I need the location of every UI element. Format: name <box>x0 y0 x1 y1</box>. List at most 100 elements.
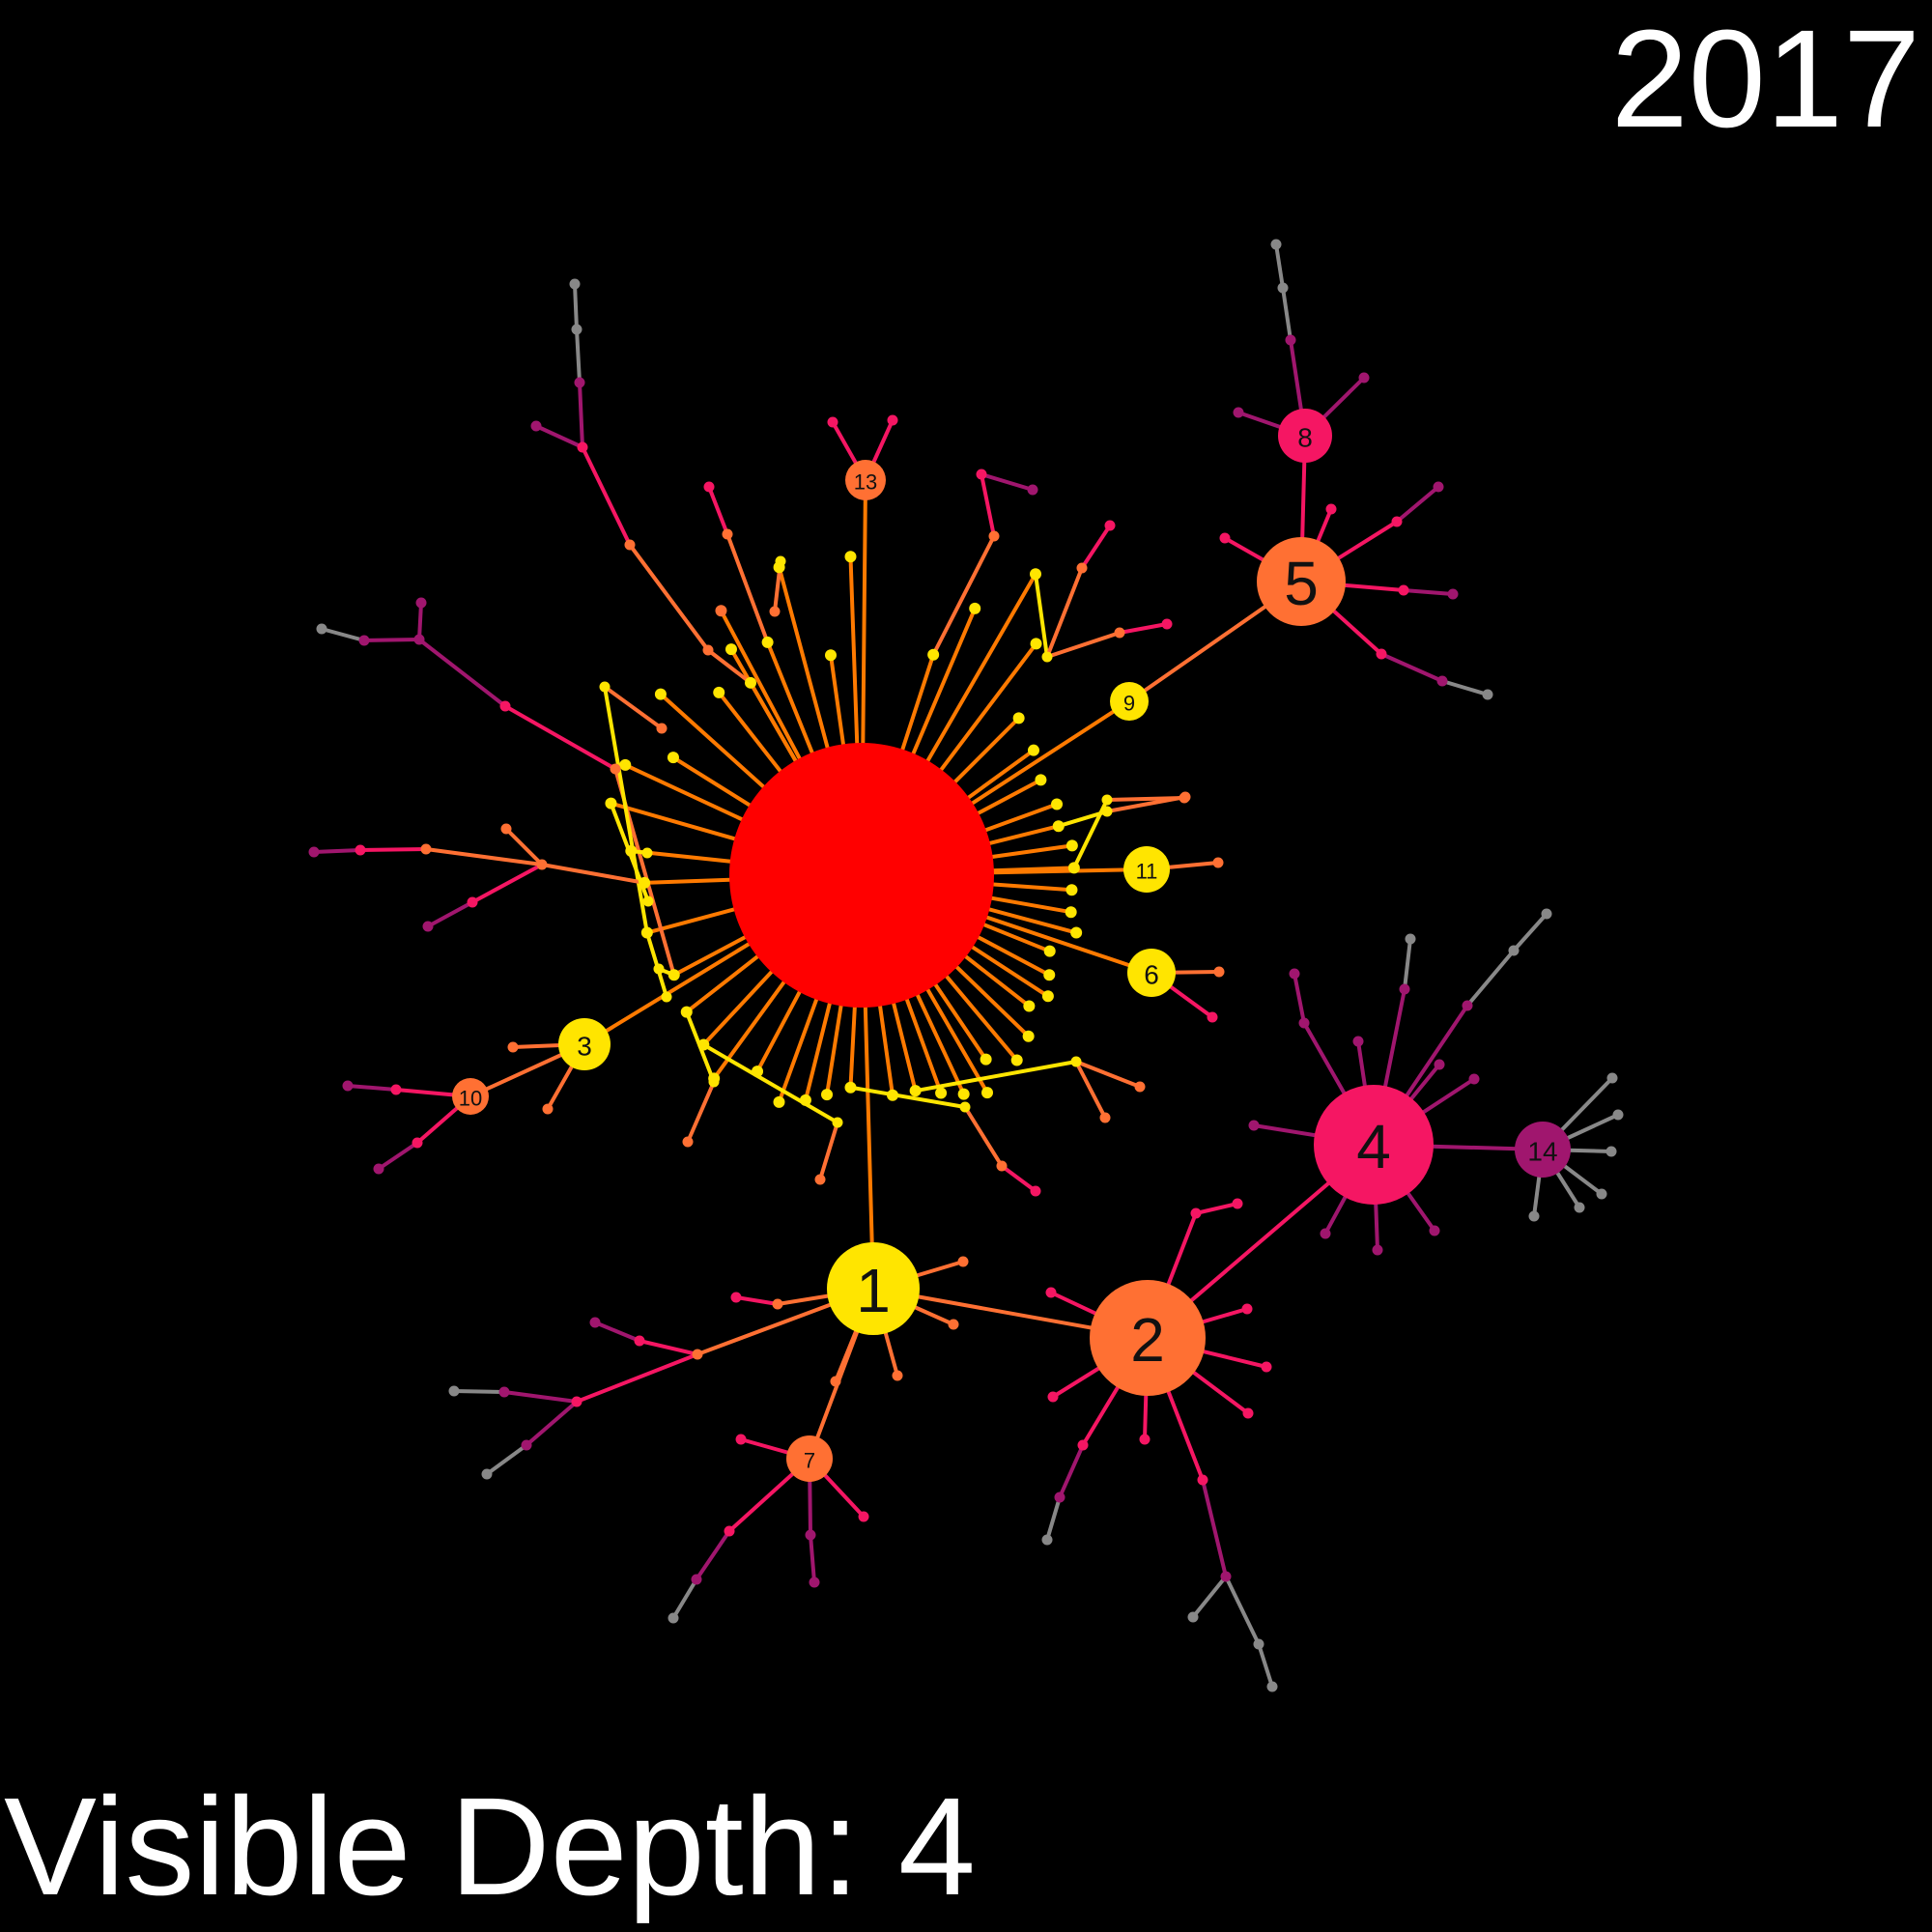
node-label-8: 8 <box>1297 423 1313 453</box>
edge-l6-l7 <box>426 900 474 928</box>
edge-ul8-ul9 <box>707 485 729 536</box>
edge-t5-t6 <box>377 1141 419 1171</box>
node-6 <box>1127 949 1176 997</box>
node-o2 <box>948 1319 959 1330</box>
edge-s42-l1 <box>540 863 647 885</box>
edge-lo6-lo7 <box>686 1080 716 1144</box>
node-10 <box>452 1078 489 1115</box>
node-o7 <box>692 1349 703 1360</box>
edge-lb3-lb4 <box>362 638 421 642</box>
edge-lb4-lb5 <box>320 627 366 642</box>
edge-e3-e4 <box>1281 286 1293 342</box>
node-s33 <box>821 1089 834 1101</box>
node-s46 <box>667 752 679 764</box>
node-s11 <box>1027 744 1039 756</box>
node-t5 <box>412 1137 423 1149</box>
edge-lb7-lb8 <box>603 685 664 730</box>
edge-tw13-tw15 <box>1224 1575 1261 1646</box>
node-l9 <box>642 895 654 907</box>
edge-fi8-fi9 <box>1440 679 1490 696</box>
node-root <box>729 743 994 1008</box>
edge-sv5-sv6 <box>809 1533 816 1584</box>
node-fi6 <box>1447 588 1459 600</box>
node-s5 <box>844 551 857 563</box>
node-label-7: 7 <box>804 1449 815 1473</box>
edge-ur1-ur2 <box>980 472 996 538</box>
node-label-13: 13 <box>854 470 877 495</box>
node-ul10 <box>775 555 786 567</box>
node-lb4 <box>358 635 370 646</box>
node-s28 <box>957 1088 970 1100</box>
node-tw9 <box>1054 1492 1065 1503</box>
edge-ul2-ul3 <box>581 445 632 547</box>
edge-ul3-ul5 <box>578 381 584 449</box>
node-lo6 <box>708 1076 720 1088</box>
node-fo4 <box>1596 1188 1607 1200</box>
edge-fi7-fi8 <box>1379 652 1444 683</box>
visible-depth-label: Visible Depth: 4 <box>4 1769 976 1924</box>
edge-lb3-lb6 <box>417 601 423 641</box>
node-r6 <box>1070 1056 1082 1067</box>
node-lo4 <box>832 1117 843 1128</box>
edge-ul3-ul4 <box>534 424 584 449</box>
edge-s8-ur4 <box>1034 572 1049 659</box>
node-o5 <box>772 1298 783 1310</box>
node-s22 <box>1041 990 1054 1003</box>
node-f14 <box>1320 1228 1331 1239</box>
year-label: 2017 <box>1610 1 1920 156</box>
node-lb5 <box>316 623 327 635</box>
labels-layer: 1 2 3 4 5 6 7 8 9 10 11 13 14 <box>459 423 1558 1473</box>
node-14 <box>1515 1122 1571 1178</box>
node-fo3 <box>1605 1146 1617 1157</box>
node-lo5 <box>814 1174 826 1185</box>
edge-s6-ur1 <box>931 534 996 657</box>
node-fi8 <box>1436 675 1448 687</box>
node-ur8 <box>1161 618 1173 630</box>
edge-tw9-tw10 <box>1045 1495 1062 1542</box>
node-o13 <box>521 1439 532 1451</box>
node-f4 <box>1352 1036 1364 1047</box>
edge-ur5-ur6 <box>1080 524 1112 570</box>
node-l5 <box>500 823 512 835</box>
edge-ur2-ur3 <box>980 472 1035 492</box>
node-fo1 <box>1606 1072 1618 1084</box>
node-label-10: 10 <box>459 1087 482 1111</box>
node-o3 <box>892 1370 903 1381</box>
node-s20 <box>1043 945 1056 957</box>
edge-tw2-tw3 <box>1194 1202 1239 1215</box>
node-label-5: 5 <box>1284 549 1319 618</box>
node-s38 <box>697 1038 710 1051</box>
node-s27 <box>981 1087 993 1099</box>
edge-o10-o13 <box>525 1400 579 1447</box>
node-s29 <box>935 1087 948 1099</box>
node-f1 <box>1248 1120 1260 1131</box>
node-ur4 <box>1041 651 1053 663</box>
edge-n1-n2 <box>1105 795 1187 813</box>
node-ul2 <box>624 539 636 551</box>
edge-l1-l6 <box>470 863 544 904</box>
node-sv5 <box>805 1529 816 1541</box>
node-s15 <box>1065 839 1078 852</box>
node-o9 <box>589 1317 601 1328</box>
node-tw10 <box>1041 1534 1053 1546</box>
node-label-11: 11 <box>1136 860 1158 884</box>
node-th1 <box>827 416 838 428</box>
node-ur7 <box>1114 627 1125 639</box>
edge-s0-ul1 <box>706 648 753 685</box>
edge-l1-l5 <box>504 827 544 867</box>
edge-s32-lo1 <box>848 1085 967 1109</box>
node-s2 <box>761 636 774 648</box>
node-fi5 <box>1398 584 1409 596</box>
node-3 <box>558 1018 611 1070</box>
node-lb3 <box>413 634 425 645</box>
node-13 <box>845 460 886 500</box>
node-l6 <box>467 896 478 908</box>
node-5 <box>1257 537 1346 626</box>
node-s23 <box>1023 1000 1036 1012</box>
node-tw15 <box>1253 1638 1264 1650</box>
node-o1 <box>957 1256 969 1267</box>
node-s45 <box>619 758 632 771</box>
node-label-3: 3 <box>577 1032 592 1062</box>
edge-lb2-lb3 <box>417 638 507 708</box>
edge-sv3-sv4 <box>671 1577 698 1620</box>
